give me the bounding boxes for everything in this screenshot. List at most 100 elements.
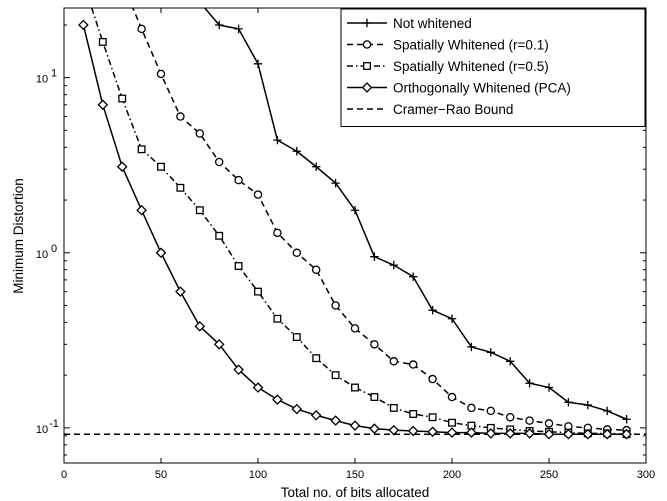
data-point-s1-5 <box>195 129 205 138</box>
data-point-s1-7 <box>234 175 243 185</box>
data-point-s3-8 <box>233 364 244 375</box>
data-point-s3-3 <box>136 204 147 216</box>
data-point-s2-14 <box>351 383 359 392</box>
series-line-2 <box>90 8 627 435</box>
data-point-s0-3 <box>196 0 204 6</box>
data-point-s0-25 <box>622 415 631 424</box>
y-tick-label-2: 10 1 <box>36 68 57 86</box>
data-point-s3-7 <box>213 339 225 350</box>
data-point-s0-10 <box>331 178 340 188</box>
series-line-0 <box>203 8 627 420</box>
y-tick-label-0: 10 -1 <box>36 418 59 436</box>
x-tick-label-4: 200 <box>443 469 461 481</box>
data-point-s1-16 <box>408 360 418 369</box>
data-point-s1-21 <box>505 412 515 422</box>
data-point-s3-28 <box>621 428 632 440</box>
data-point-s3-11 <box>291 403 303 415</box>
data-point-s3-9 <box>252 382 264 393</box>
legend-marker-3 <box>361 82 373 93</box>
data-point-s2-4 <box>157 162 165 171</box>
x-tick-label-0: 0 <box>61 469 67 481</box>
data-point-s1-12 <box>331 301 340 310</box>
data-point-s3-23 <box>524 428 535 439</box>
x-tick-label-6: 300 <box>637 469 655 481</box>
legend-marker-1 <box>362 40 372 49</box>
data-point-s3-15 <box>369 423 380 434</box>
legend-label-2: Spatially Whitened (r=0.5) <box>393 59 549 74</box>
data-point-s1-20 <box>486 406 496 416</box>
data-point-s0-17 <box>467 342 476 352</box>
data-point-s2-10 <box>273 314 282 323</box>
data-point-s1-2 <box>137 24 146 34</box>
data-point-s1-3 <box>156 69 166 79</box>
data-point-s3-6 <box>194 321 206 332</box>
data-point-s1-22 <box>525 416 534 425</box>
data-point-s3-16 <box>388 424 400 436</box>
data-point-s0-12 <box>370 252 379 261</box>
data-point-s0-7 <box>273 135 282 145</box>
data-point-s2-2 <box>118 94 127 103</box>
data-point-s0-16 <box>447 314 457 323</box>
legend-label-1: Spatially Whitened (r=0.1) <box>393 38 549 53</box>
data-point-s3-25 <box>563 428 574 440</box>
data-point-s3-17 <box>407 425 419 437</box>
legend: Not whitened Spatially Whitened (r=0.1) Sp… <box>340 8 646 127</box>
data-point-s3-1 <box>97 99 109 111</box>
data-point-s3-24 <box>543 428 555 440</box>
x-tick-label-2: 100 <box>249 469 267 481</box>
data-point-s3-4 <box>155 247 167 259</box>
legend-label-3: Orthogonally Whitened (PCA) <box>393 81 571 96</box>
y-tick-exp-2: 1 <box>51 68 57 80</box>
data-point-s2-6 <box>195 206 204 215</box>
data-point-s1-9 <box>273 228 282 238</box>
data-point-s3-27 <box>601 428 613 440</box>
data-point-s2-12 <box>312 354 321 363</box>
data-point-s0-6 <box>253 59 263 69</box>
x-tick-label-3: 150 <box>346 469 364 481</box>
data-point-s1-19 <box>467 403 476 413</box>
series-line-1 <box>132 8 627 431</box>
data-point-s3-5 <box>175 286 186 297</box>
data-point-s2-15 <box>370 393 379 401</box>
data-point-s2-19 <box>448 418 456 427</box>
data-point-s2-17 <box>409 410 418 418</box>
data-point-s3-13 <box>330 415 341 426</box>
legend-label-0: Not whitened <box>393 16 472 31</box>
data-point-s0-11 <box>350 206 360 215</box>
data-point-s0-14 <box>409 272 418 281</box>
data-point-s0-9 <box>312 162 321 171</box>
data-point-s0-22 <box>564 398 573 407</box>
data-point-s3-14 <box>349 420 361 431</box>
data-point-s3-21 <box>485 428 497 439</box>
data-point-s3-2 <box>116 161 128 173</box>
y-tick-exp-1: 0 <box>51 243 57 255</box>
x-axis-label: Total no. of bits allocated <box>281 485 430 500</box>
y-tick-base-1: 10 <box>36 249 48 261</box>
y-tick-base-2: 10 <box>36 74 48 86</box>
data-point-s0-19 <box>506 357 515 366</box>
y-tick-exp-0: -1 <box>49 418 59 430</box>
y-tick-base-0: 10 <box>36 424 48 436</box>
data-point-s3-12 <box>310 409 322 421</box>
data-point-s1-11 <box>311 265 321 274</box>
data-point-s0-23 <box>583 400 592 410</box>
data-point-s0-5 <box>234 24 243 34</box>
data-point-s2-13 <box>331 371 340 380</box>
legend-marker-2 <box>363 62 371 70</box>
data-point-s1-14 <box>370 340 379 349</box>
data-point-s1-8 <box>253 190 263 199</box>
data-point-s2-5 <box>176 183 185 192</box>
data-point-s3-22 <box>504 428 516 439</box>
data-point-s2-3 <box>137 145 146 154</box>
data-point-s0-18 <box>486 348 495 357</box>
legend-label-4: Cramer−Rao Bound <box>393 102 513 117</box>
data-point-s0-13 <box>389 260 398 270</box>
data-point-s2-9 <box>254 287 262 296</box>
markers-layer <box>78 0 632 440</box>
data-point-s3-0 <box>78 19 89 31</box>
data-point-s0-15 <box>428 305 437 315</box>
x-tick-label-1: 50 <box>155 469 167 481</box>
data-point-s1-13 <box>350 324 360 333</box>
data-point-s2-1 <box>98 37 107 46</box>
